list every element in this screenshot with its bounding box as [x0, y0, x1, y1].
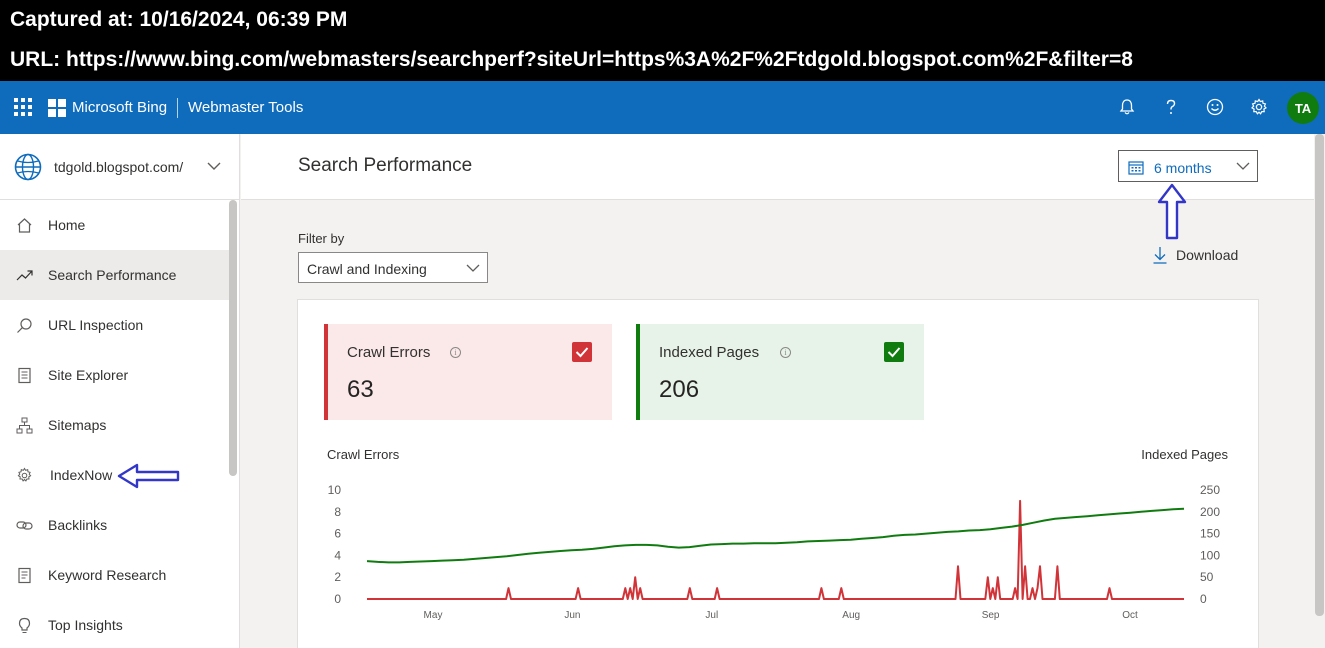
indexed-pages-line: [366, 507, 1185, 564]
sidebar-item-site-explorer[interactable]: Site Explorer: [0, 350, 230, 400]
chevron-down-icon: [466, 264, 480, 272]
download-icon: [1153, 247, 1167, 264]
user-avatar[interactable]: TA: [1287, 92, 1319, 124]
x-tick-label: Oct: [1122, 610, 1138, 621]
date-range-value: 6 months: [1154, 160, 1212, 176]
captured-at-text: Captured at: 10/16/2024, 06:39 PM: [10, 8, 348, 31]
metric-value: 63: [347, 376, 374, 403]
trend-icon: [16, 270, 33, 281]
top-bar: Microsoft Bing Webmaster Tools TA: [0, 81, 1325, 134]
document-list-icon: [18, 567, 31, 584]
sidebar: tdgold.blogspot.com/ Home Search Perform…: [0, 134, 240, 648]
sidebar-item-sitemaps[interactable]: Sitemaps: [0, 400, 230, 450]
y-left-tick-label: 4: [334, 548, 341, 562]
brand-name[interactable]: Microsoft Bing: [72, 99, 168, 116]
x-tick-label: Jun: [564, 610, 580, 621]
main-scrollbar[interactable]: [1314, 134, 1325, 648]
settings-gear-icon[interactable]: [1249, 97, 1269, 117]
annotation-arrow-up-icon: [1157, 183, 1187, 240]
document-icon: [18, 367, 31, 384]
crawl-errors-line: [367, 499, 1184, 600]
sidebar-item-search-performance[interactable]: Search Performance: [0, 250, 230, 300]
y-right-tick-label: 50: [1200, 570, 1214, 584]
chevron-down-icon: [207, 162, 221, 170]
annotation-arrow-left-icon: [117, 463, 180, 489]
x-tick-label: May: [424, 610, 443, 621]
sidebar-item-home[interactable]: Home: [0, 200, 230, 250]
sidebar-item-label: Sitemaps: [48, 417, 107, 433]
y-left-tick-label: 8: [334, 505, 341, 519]
filter-value: Crawl and Indexing: [307, 261, 427, 277]
chart-right-axis-title: Indexed Pages: [1141, 447, 1228, 462]
performance-line-chart[interactable]: 10 8 6 4 2 0 250 200 150 100 50 0 May Jun Jul Aug Sep Oct: [320, 480, 1240, 625]
metric-title: Crawl Errors: [347, 344, 431, 361]
filter-label: Filter by: [298, 231, 345, 246]
sidebar-item-indexnow[interactable]: IndexNow: [0, 450, 230, 500]
globe-icon: [14, 153, 42, 181]
x-tick-label: Jul: [705, 610, 718, 621]
sidebar-item-keyword-research[interactable]: Keyword Research: [0, 550, 230, 600]
sitemap-icon: [16, 417, 33, 434]
metric-title: Indexed Pages: [659, 344, 760, 361]
lightbulb-icon: [18, 617, 31, 633]
y-right-tick-label: 100: [1200, 548, 1220, 562]
sidebar-item-label: Search Performance: [48, 267, 177, 283]
info-icon[interactable]: i: [450, 347, 461, 358]
info-icon[interactable]: i: [780, 347, 791, 358]
calendar-icon: [1128, 161, 1144, 175]
sidebar-item-top-insights[interactable]: Top Insights: [0, 600, 230, 648]
metric-indexed-pages[interactable]: Indexed Pages i 206: [636, 324, 924, 420]
sidebar-item-label: Top Insights: [48, 617, 123, 633]
x-tick-label: Aug: [842, 610, 860, 621]
sidebar-item-url-inspection[interactable]: URL Inspection: [0, 300, 230, 350]
y-left-tick-label: 0: [334, 592, 341, 606]
feedback-smiley-icon[interactable]: [1205, 97, 1225, 117]
capture-banner: Captured at: 10/16/2024, 06:39 PM URL: h…: [0, 0, 1325, 81]
bell-icon[interactable]: [1117, 97, 1137, 117]
y-left-tick-label: 10: [328, 483, 342, 497]
sidebar-item-backlinks[interactable]: Backlinks: [0, 500, 230, 550]
filter-dropdown[interactable]: Crawl and Indexing: [298, 252, 488, 283]
checkbox-checked-icon[interactable]: [572, 342, 592, 362]
site-name: tdgold.blogspot.com/: [54, 159, 184, 175]
y-right-tick-label: 150: [1200, 527, 1220, 541]
y-right-tick-label: 250: [1200, 483, 1220, 497]
checkbox-checked-icon[interactable]: [884, 342, 904, 362]
main-header: Search Performance 6 months: [241, 134, 1314, 200]
y-right-tick-label: 200: [1200, 505, 1220, 519]
link-icon: [16, 521, 33, 530]
chevron-down-icon: [1236, 162, 1250, 170]
page-title: Search Performance: [298, 155, 473, 176]
brand-separator: [177, 98, 178, 118]
captured-url-text: URL: https://www.bing.com/webmasters/sea…: [10, 48, 1133, 71]
metric-crawl-errors[interactable]: Crawl Errors i 63: [324, 324, 612, 420]
sidebar-item-label: Keyword Research: [48, 567, 167, 583]
y-left-tick-label: 2: [334, 570, 341, 584]
sidebar-item-label: IndexNow: [50, 467, 113, 483]
home-icon: [17, 218, 32, 233]
site-selector[interactable]: tdgold.blogspot.com/: [0, 134, 240, 200]
metric-value: 206: [659, 376, 700, 403]
main-scrollbar-thumb[interactable]: [1315, 134, 1324, 616]
sidebar-item-label: Backlinks: [48, 517, 108, 533]
y-right-tick-label: 0: [1200, 592, 1207, 606]
download-label: Download: [1176, 247, 1239, 263]
help-icon[interactable]: [1161, 97, 1181, 117]
y-left-tick-label: 6: [334, 527, 341, 541]
search-icon: [17, 318, 32, 333]
sidebar-item-label: Site Explorer: [48, 367, 129, 383]
gear-icon: [17, 467, 32, 482]
sidebar-scrollbar[interactable]: [229, 200, 237, 476]
apps-waffle-icon[interactable]: [14, 98, 32, 116]
chart-left-axis-title: Crawl Errors: [327, 447, 400, 462]
sidebar-item-label: URL Inspection: [48, 317, 144, 333]
sidebar-item-label: Home: [48, 217, 86, 233]
microsoft-logo-icon: [48, 99, 66, 117]
date-range-dropdown[interactable]: 6 months: [1118, 150, 1258, 182]
x-tick-label: Sep: [982, 610, 1000, 621]
product-name[interactable]: Webmaster Tools: [188, 99, 304, 116]
